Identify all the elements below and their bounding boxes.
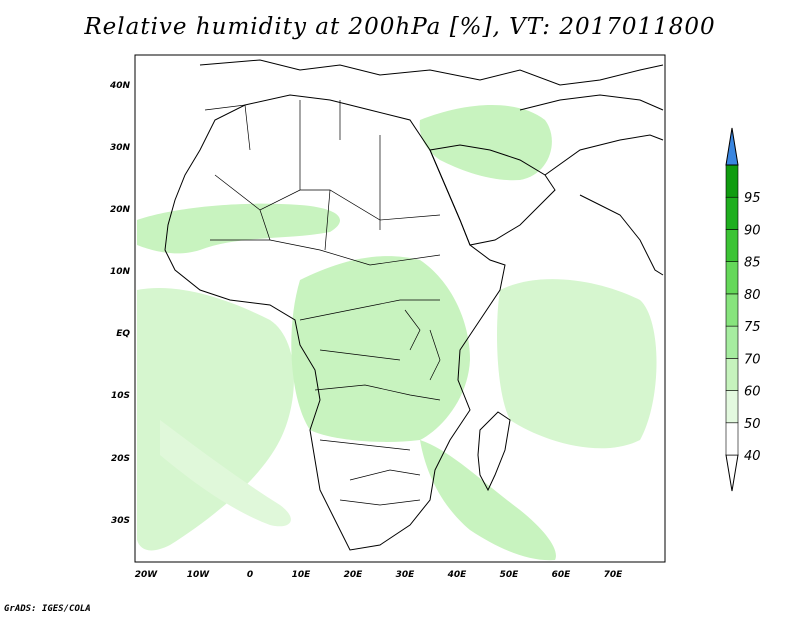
colorbar-segment (725, 422, 739, 456)
colorbar-label: 75 (744, 320, 761, 335)
colorbar-label: 70 (744, 352, 761, 367)
lat-tick-label: 20S (111, 454, 130, 464)
colorbar-label: 85 (744, 256, 761, 271)
lat-tick-label: 10S (111, 391, 130, 401)
colorbar-label: 80 (744, 288, 761, 303)
country-borders (204, 100, 441, 506)
lon-tick-label: 40E (447, 570, 468, 580)
colorbar-segment (725, 261, 739, 295)
lat-tick-label: 10N (110, 267, 131, 277)
lat-tick-label: 30N (110, 143, 131, 153)
colorbar-label: 90 (744, 223, 761, 238)
colorbar-segment (725, 164, 739, 198)
lon-tick-label: 0 (247, 570, 253, 580)
colorbar-underflow-triangle (725, 454, 739, 492)
colorbar-segment (725, 390, 739, 424)
colorbar-segment (725, 293, 739, 327)
lon-tick-label: 70E (604, 570, 624, 580)
colorbar-segment (725, 358, 739, 391)
lat-tick-label: 20N (110, 205, 131, 215)
lon-axis: 20W 10W 0 10E 20E 30E 40E 50E 60E 70E (135, 570, 623, 580)
lat-tick-label: 30S (111, 516, 130, 526)
colorbar-label: 40 (744, 449, 761, 464)
coastlines (164, 59, 664, 551)
colorbar-label: 50 (744, 417, 761, 432)
humidity-field (137, 105, 657, 561)
colorbar-segment (725, 325, 739, 359)
colorbar-segment (725, 229, 739, 262)
lon-tick-label: 10E (292, 570, 312, 580)
colorbar-overflow-triangle (725, 127, 739, 166)
lon-tick-label: 20W (135, 570, 159, 580)
map-frame (134, 54, 666, 563)
lon-tick-label: 50E (500, 570, 520, 580)
lat-tick-label: 40N (109, 81, 131, 91)
lon-tick-label: 60E (552, 570, 572, 580)
lon-tick-label: 10W (187, 570, 211, 580)
lat-axis: 40N 30N 20N 10N EQ 10S 20S 30S (109, 81, 131, 526)
colorbar-label: 95 (744, 191, 761, 206)
lat-tick-label: EQ (116, 329, 130, 339)
colorbar: 40 50 60 70 75 80 85 90 95 (725, 127, 761, 492)
lon-tick-label: 20E (344, 570, 364, 580)
colorbar-label: 60 (744, 385, 761, 400)
lon-tick-label: 30E (396, 570, 416, 580)
map-title: Relative humidity at 200hPa [%], VT: 201… (84, 14, 716, 40)
credit-label: GrADS: IGES/COLA (4, 604, 91, 614)
colorbar-segment (725, 196, 739, 230)
